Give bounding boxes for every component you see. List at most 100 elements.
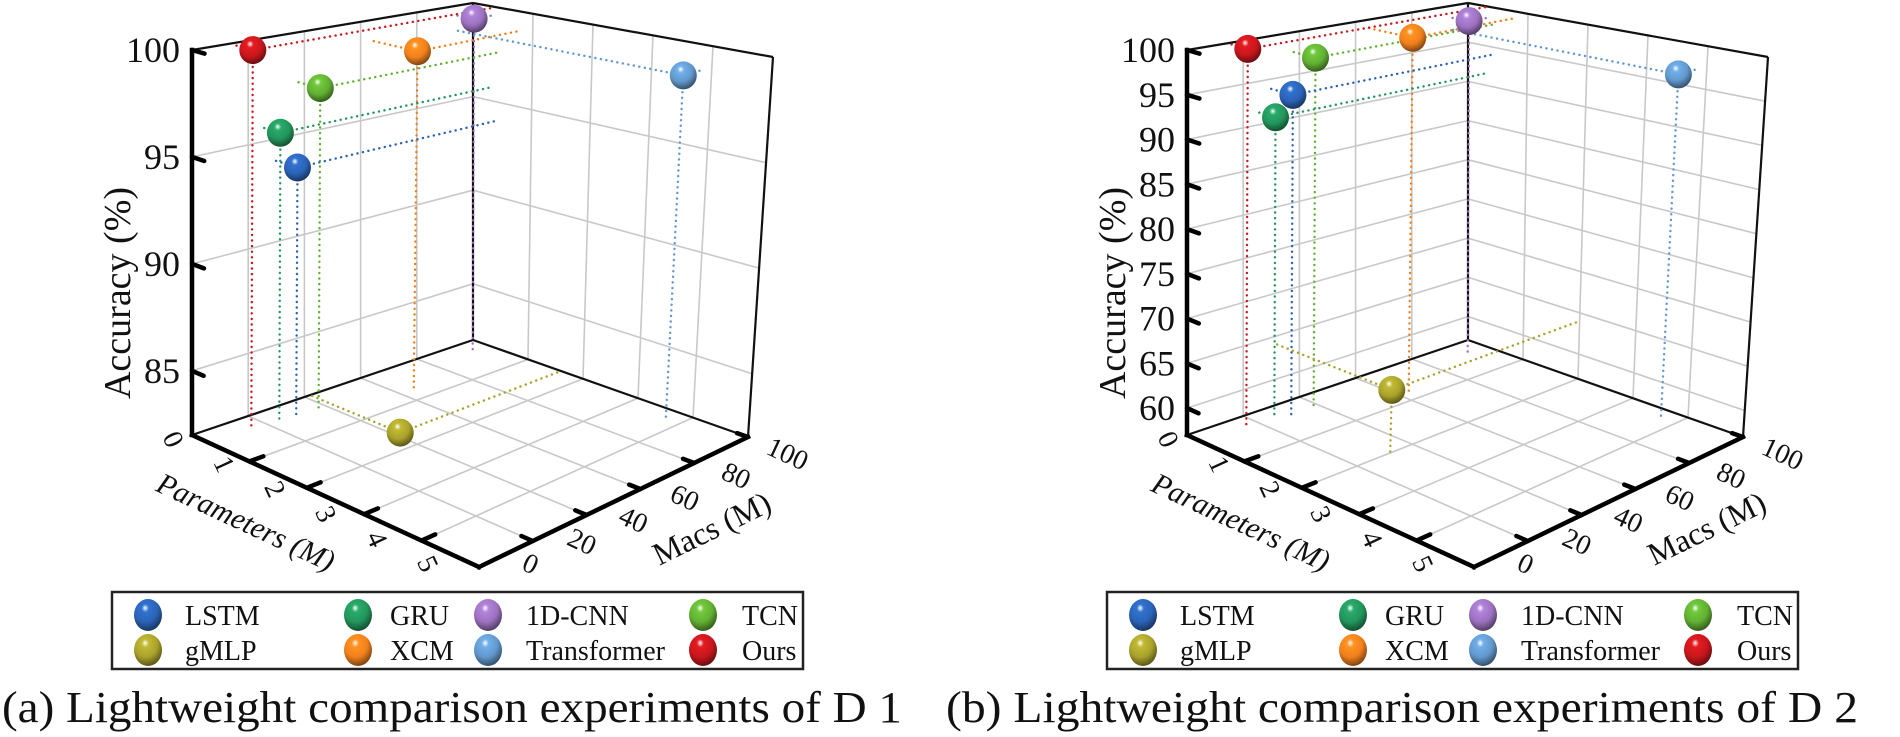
grid-line-left-wall-horizontal [191, 283, 474, 372]
legend-label: Transformer [526, 636, 666, 667]
drop-line-floor-lstm [295, 166, 299, 419]
macs-tick [1514, 533, 1531, 544]
macs-tick-label: 60 [665, 478, 703, 518]
accuracy-tick-label: 95 [1139, 75, 1175, 115]
parameters-tick-label: 2 [257, 477, 291, 503]
grid-line-right-wall-horizontal [1467, 198, 1754, 279]
grid-line-left-wall-horizontal [1186, 158, 1469, 230]
legend-item-1d-cnn: 1D-CNN [1469, 599, 1624, 632]
figure-caption: (b) Lightweight comparison experiments o… [946, 683, 1858, 732]
point-ours [1234, 34, 1262, 63]
drop-line-right-wall-gru [1274, 72, 1487, 119]
parameters-tick-label: 1 [207, 452, 241, 478]
legend-marker-gru [344, 599, 372, 631]
accuracy-tick-label: 100 [1121, 30, 1175, 70]
macs-tick [519, 533, 536, 544]
accuracy-tick [1184, 405, 1201, 416]
legend-label: XCM [1385, 636, 1449, 667]
legend-marker-1d-cnn [1469, 599, 1497, 631]
point-ours [239, 36, 267, 65]
grid-line-floor-macs [247, 415, 534, 542]
drop-line-right-wall-ours [251, 6, 493, 52]
box-edge-top-left [1186, 1, 1469, 52]
legend-marker-transformer [1469, 634, 1497, 666]
point-1d-cnn [1455, 7, 1483, 36]
point-lstm [1279, 80, 1307, 109]
accuracy-tick-label: 90 [1139, 120, 1175, 160]
grid-line-left-wall-horizontal [1186, 41, 1469, 96]
legend-marker-tcn [1684, 599, 1712, 631]
parameters-tick-label: 3 [1303, 501, 1337, 527]
legend-marker-gmlp [134, 634, 162, 666]
grid-line-right-wall-vertical [1522, 13, 1529, 360]
macs-tick-label: 0 [517, 547, 543, 581]
drop-line-floor-gru [1273, 116, 1277, 420]
legend-item-gmlp: gMLP [1129, 634, 1252, 667]
grid-line-right-wall-vertical [692, 46, 714, 418]
legend-label: GRU [1385, 601, 1444, 632]
drop-line-floor-ours [1245, 47, 1250, 430]
legend-item-xcm: XCM [1339, 634, 1449, 667]
drop-line-right-wall-ours [1246, 5, 1488, 51]
drop-line-left-wall-transformer [1449, 28, 1680, 76]
legend-item-ours: Ours [689, 634, 796, 667]
legend-label: 1D-CNN [526, 601, 629, 632]
grid-line-floor-macs [1411, 358, 1690, 464]
accuracy-tick [189, 154, 207, 164]
accuracy-tick [1184, 271, 1202, 281]
macs-axis-title: Macs (M) [1642, 484, 1772, 572]
drop-line-left-wall-gmlp [1275, 343, 1394, 392]
drop-line-floor-1d-cnn [1466, 19, 1471, 353]
parameters-axis [1184, 432, 1477, 570]
drop-line-left-wall-gmlp [308, 393, 402, 434]
legend-item-1d-cnn: 1D-CNN [474, 599, 629, 632]
accuracy-tick [1184, 92, 1202, 101]
parameters-tick-label: 4 [359, 526, 393, 552]
grid-line-left-wall-horizontal [1186, 276, 1469, 365]
macs-tick [1729, 430, 1746, 440]
parameters-tick [1242, 454, 1261, 464]
point-transformer [669, 61, 697, 90]
box-edge-floor-right [1467, 338, 1744, 439]
macs-tick-label: 60 [1660, 478, 1698, 518]
grid-line-left-wall-horizontal [191, 95, 474, 158]
point-lstm [284, 153, 311, 182]
accuracy-tick-label: 65 [1139, 343, 1175, 383]
grid-line-right-wall-horizontal [472, 189, 760, 269]
legend-marker-tcn [689, 599, 717, 631]
legend-marker-xcm [1339, 634, 1367, 666]
grid-line-right-wall-vertical [527, 13, 534, 360]
point-1d-cnn [460, 4, 488, 33]
macs-tick-label: 100 [1757, 431, 1808, 477]
grid-line-right-wall-horizontal [472, 95, 767, 164]
macs-tick-label: 20 [563, 522, 601, 562]
legend-label: Transformer [1521, 636, 1661, 667]
drop-line-right-wall-gmlp [1390, 319, 1581, 392]
grid-line-floor-params [421, 416, 694, 542]
parameters-tick-label: 3 [308, 501, 342, 527]
grid-line-right-wall-horizontal [1467, 119, 1760, 191]
grid-line-right-wall-horizontal [1467, 276, 1748, 368]
drop-line-left-wall-transformer [454, 29, 685, 77]
box-edge-right-vertical [746, 56, 775, 438]
grid-line-left-wall-horizontal [191, 189, 474, 265]
macs-tick-label: 20 [1558, 522, 1596, 562]
drop-line-right-wall-tcn [319, 51, 498, 90]
legend-label: Ours [742, 636, 796, 667]
accuracy-tick-label: 60 [1139, 388, 1175, 428]
drop-line-floor-ours [250, 48, 255, 430]
legend-marker-xcm [344, 634, 372, 666]
grid-line-left-wall-horizontal [1186, 80, 1469, 141]
macs-tick [626, 482, 643, 492]
drop-line-right-wall-lstm [296, 119, 498, 169]
grid-line-left-wall-horizontal [1186, 119, 1469, 186]
drop-line-right-wall-gru [279, 86, 492, 135]
drop-line-left-wall-ours [232, 43, 255, 52]
legend-item-tcn: TCN [689, 599, 798, 632]
parameters-axis-title: Parameters (M) [151, 466, 340, 578]
legend-box [1105, 590, 1800, 671]
legend-marker-gmlp [1129, 634, 1157, 666]
legend-item-transformer: Transformer [474, 634, 666, 667]
box-edge-floor-left [191, 338, 474, 437]
legend-item-ours: Ours [1684, 634, 1791, 667]
